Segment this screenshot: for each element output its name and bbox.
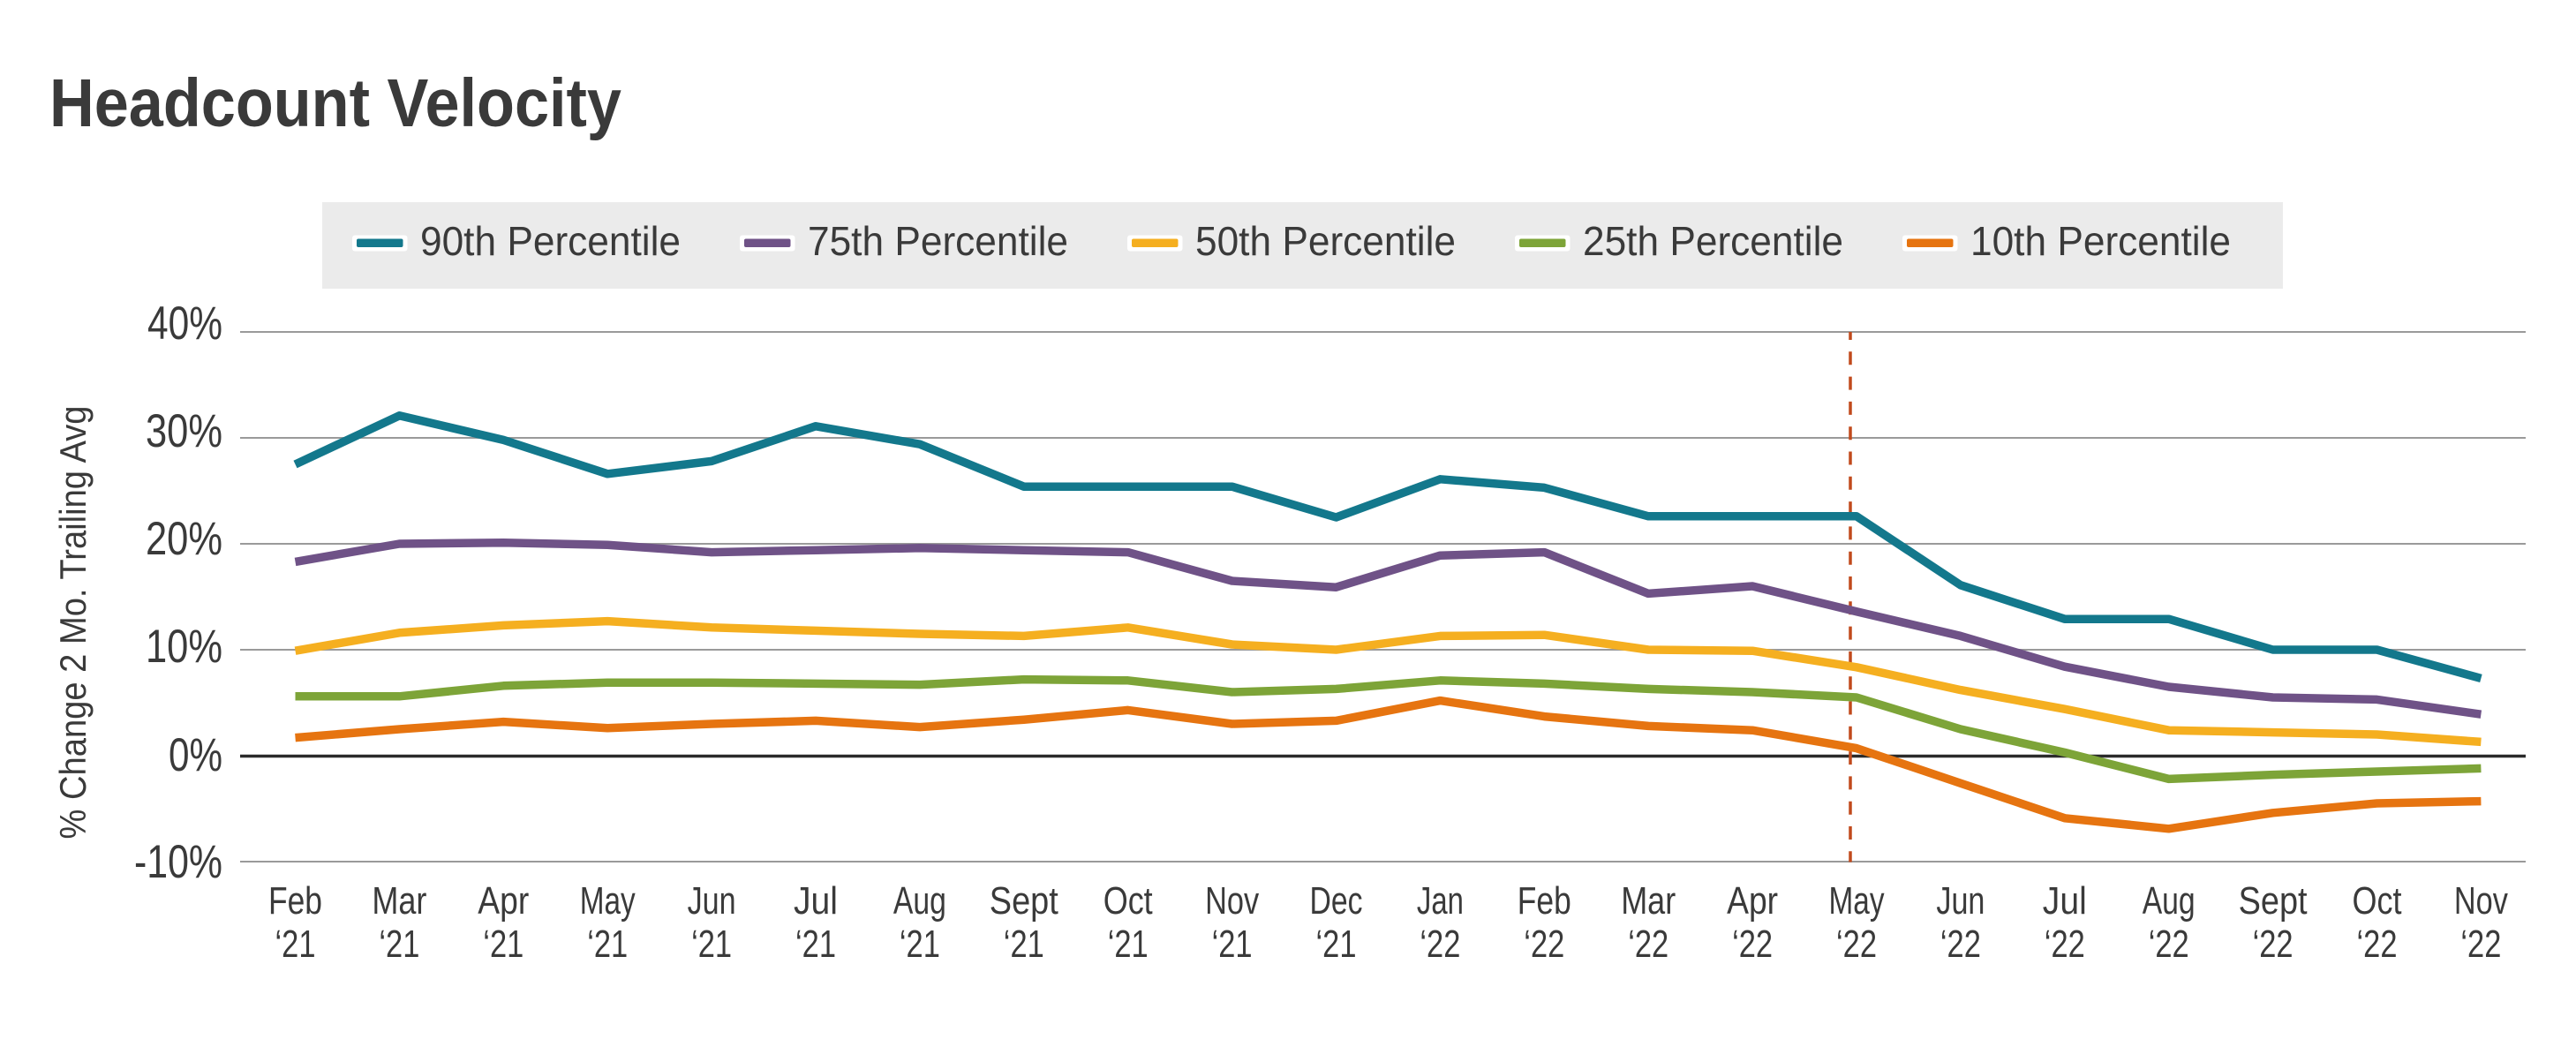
svg-text:Oct: Oct bbox=[2353, 879, 2402, 923]
svg-text:‘22: ‘22 bbox=[1420, 923, 1460, 966]
svg-text:50th Percentile: 50th Percentile bbox=[1195, 218, 1456, 264]
svg-text:Jul: Jul bbox=[2043, 879, 2087, 923]
svg-text:0%: 0% bbox=[169, 729, 222, 781]
svg-text:‘22: ‘22 bbox=[2253, 923, 2294, 966]
svg-text:10%: 10% bbox=[146, 621, 222, 673]
svg-text:‘22: ‘22 bbox=[1524, 923, 1564, 966]
svg-text:‘21: ‘21 bbox=[379, 923, 419, 966]
svg-text:Nov: Nov bbox=[1205, 879, 1259, 923]
svg-text:Apr: Apr bbox=[1727, 879, 1778, 923]
svg-text:‘21: ‘21 bbox=[1004, 923, 1044, 966]
svg-text:‘22: ‘22 bbox=[1940, 923, 1981, 966]
svg-text:Aug: Aug bbox=[2143, 879, 2196, 923]
svg-text:Mar: Mar bbox=[372, 879, 426, 923]
svg-text:25th Percentile: 25th Percentile bbox=[1583, 218, 1843, 264]
svg-text:20%: 20% bbox=[146, 513, 222, 565]
svg-text:75th Percentile: 75th Percentile bbox=[808, 218, 1068, 264]
svg-text:Feb: Feb bbox=[1518, 879, 1571, 923]
svg-text:Mar: Mar bbox=[1621, 879, 1676, 923]
svg-text:May: May bbox=[580, 879, 636, 923]
svg-text:Headcount Velocity: Headcount Velocity bbox=[49, 65, 621, 141]
svg-text:‘21: ‘21 bbox=[587, 923, 628, 966]
svg-text:40%: 40% bbox=[147, 298, 222, 350]
svg-text:30%: 30% bbox=[146, 405, 222, 457]
svg-text:‘22: ‘22 bbox=[2045, 923, 2085, 966]
svg-text:‘21: ‘21 bbox=[1212, 923, 1253, 966]
svg-text:Dec: Dec bbox=[1310, 879, 1363, 923]
svg-text:Aug: Aug bbox=[893, 879, 946, 923]
svg-text:Apr: Apr bbox=[478, 879, 529, 923]
svg-text:-10%: -10% bbox=[134, 836, 222, 888]
svg-text:‘21: ‘21 bbox=[900, 923, 940, 966]
svg-text:90th Percentile: 90th Percentile bbox=[420, 218, 681, 264]
svg-text:Jun: Jun bbox=[688, 879, 736, 923]
svg-text:% Change 2 Mo. Trailing Avg: % Change 2 Mo. Trailing Avg bbox=[52, 406, 94, 840]
svg-text:‘22: ‘22 bbox=[2149, 923, 2189, 966]
svg-text:‘21: ‘21 bbox=[275, 923, 316, 966]
svg-text:Jun: Jun bbox=[1936, 879, 1985, 923]
svg-text:10th Percentile: 10th Percentile bbox=[1970, 218, 2231, 264]
svg-text:Sept: Sept bbox=[2239, 879, 2308, 923]
svg-text:Oct: Oct bbox=[1103, 879, 1153, 923]
svg-text:‘21: ‘21 bbox=[795, 923, 836, 966]
svg-text:‘21: ‘21 bbox=[1108, 923, 1149, 966]
svg-text:Feb: Feb bbox=[268, 879, 322, 923]
svg-text:‘21: ‘21 bbox=[691, 923, 732, 966]
svg-text:Nov: Nov bbox=[2454, 879, 2508, 923]
svg-text:‘22: ‘22 bbox=[1732, 923, 1773, 966]
svg-text:‘21: ‘21 bbox=[483, 923, 523, 966]
svg-text:‘21: ‘21 bbox=[1316, 923, 1357, 966]
svg-text:Jul: Jul bbox=[794, 879, 838, 923]
svg-text:‘22: ‘22 bbox=[2460, 923, 2501, 966]
svg-text:‘22: ‘22 bbox=[2357, 923, 2398, 966]
svg-text:‘22: ‘22 bbox=[1836, 923, 1877, 966]
svg-text:Jan: Jan bbox=[1417, 879, 1464, 923]
svg-text:Sept: Sept bbox=[990, 879, 1058, 923]
svg-text:‘22: ‘22 bbox=[1628, 923, 1668, 966]
svg-text:May: May bbox=[1829, 879, 1885, 923]
